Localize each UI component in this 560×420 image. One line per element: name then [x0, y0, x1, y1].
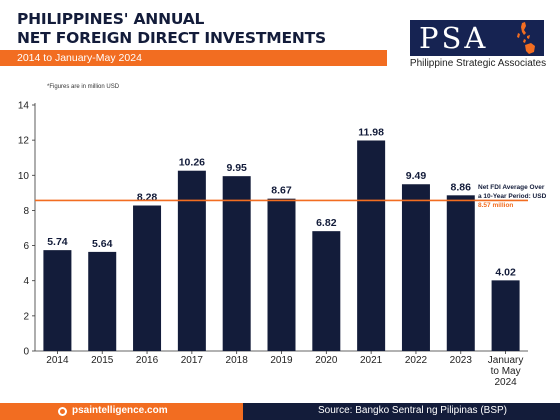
logo-company-name: Philippine Strategic Associates — [409, 58, 547, 69]
subtitle-bar: 2014 to January-May 2024 — [0, 50, 387, 66]
x-tick-label: 2022 — [405, 355, 428, 366]
x-tick-label: 2019 — [270, 355, 293, 366]
bar-value-label: 8.28 — [137, 192, 158, 204]
subtitle: 2014 to January-May 2024 — [17, 52, 142, 64]
x-tick-label: 2018 — [226, 355, 249, 366]
bar-value-label: 4.02 — [495, 266, 516, 278]
chart-title: PHILIPPINES' ANNUAL NET FOREIGN DIRECT I… — [17, 10, 326, 48]
y-tick-label: 4 — [23, 276, 29, 287]
bar — [267, 198, 296, 351]
title-line-1: PHILIPPINES' ANNUAL — [17, 10, 205, 28]
bar — [177, 170, 206, 351]
units-note: *Figures are in million USD — [47, 84, 120, 90]
bar — [43, 250, 72, 351]
bar-value-label: 8.67 — [271, 185, 292, 197]
y-tick-label: 2 — [23, 311, 29, 322]
bar — [401, 184, 430, 351]
bar-value-label: 11.98 — [358, 126, 384, 138]
average-annotation-line-2: a 10-Year Period: USD — [478, 193, 547, 200]
bar — [491, 280, 520, 351]
footer-website-bar: psaintelligence.com — [0, 403, 243, 420]
x-tick-label: 2024 — [494, 377, 517, 388]
y-tick-label: 0 — [23, 347, 29, 358]
globe-icon — [58, 407, 67, 416]
bar — [133, 205, 162, 351]
x-tick-label: January — [488, 355, 524, 366]
x-tick-label: to May — [491, 366, 521, 377]
bar-value-label: 5.64 — [92, 238, 113, 250]
y-tick-label: 6 — [23, 241, 29, 252]
y-tick-label: 8 — [23, 206, 29, 217]
bar-value-label: 6.82 — [316, 217, 337, 229]
bar — [312, 231, 341, 351]
bar — [446, 195, 475, 351]
bar-value-label: 8.86 — [451, 181, 472, 193]
x-tick-label: 2014 — [46, 355, 69, 366]
x-tick-label: 2020 — [315, 355, 338, 366]
bar — [88, 251, 117, 351]
y-tick-label: 14 — [18, 101, 30, 112]
average-annotation-line-1: Net FDI Average Over — [478, 184, 545, 191]
bar-value-label: 5.74 — [47, 236, 68, 248]
bar-value-label: 10.26 — [179, 157, 205, 169]
footer-source-bar: Source: Bangko Sentral ng Pilipinas (BSP… — [243, 403, 560, 420]
title-line-2: NET FOREIGN DIRECT INVESTMENTS — [17, 29, 326, 47]
average-annotation-value: 8.57 million — [478, 202, 513, 209]
x-tick-label: 2017 — [181, 355, 204, 366]
x-tick-label: 2023 — [450, 355, 473, 366]
philippines-map-icon — [517, 22, 535, 54]
website-link[interactable]: psaintelligence.com — [72, 405, 168, 416]
psa-logo: PSA — [410, 20, 544, 56]
bar-value-label: 9.95 — [226, 162, 247, 174]
x-tick-label: 2015 — [91, 355, 114, 366]
y-tick-label: 10 — [18, 171, 30, 182]
bar — [357, 140, 386, 351]
bar — [222, 176, 251, 351]
bar-chart: 0 2 4 6 8 10 12 14 5.74 2014 5.64 2015 8.28 2016 10.26… — [18, 101, 547, 389]
x-tick-label: 2021 — [360, 355, 383, 366]
y-tick-label: 12 — [18, 136, 30, 147]
x-tick-label: 2016 — [136, 355, 159, 366]
logo-letters: PSA — [419, 21, 489, 55]
bar-value-label: 9.49 — [406, 170, 427, 182]
source-note: Source: Bangko Sentral ng Pilipinas (BSP… — [318, 405, 507, 416]
